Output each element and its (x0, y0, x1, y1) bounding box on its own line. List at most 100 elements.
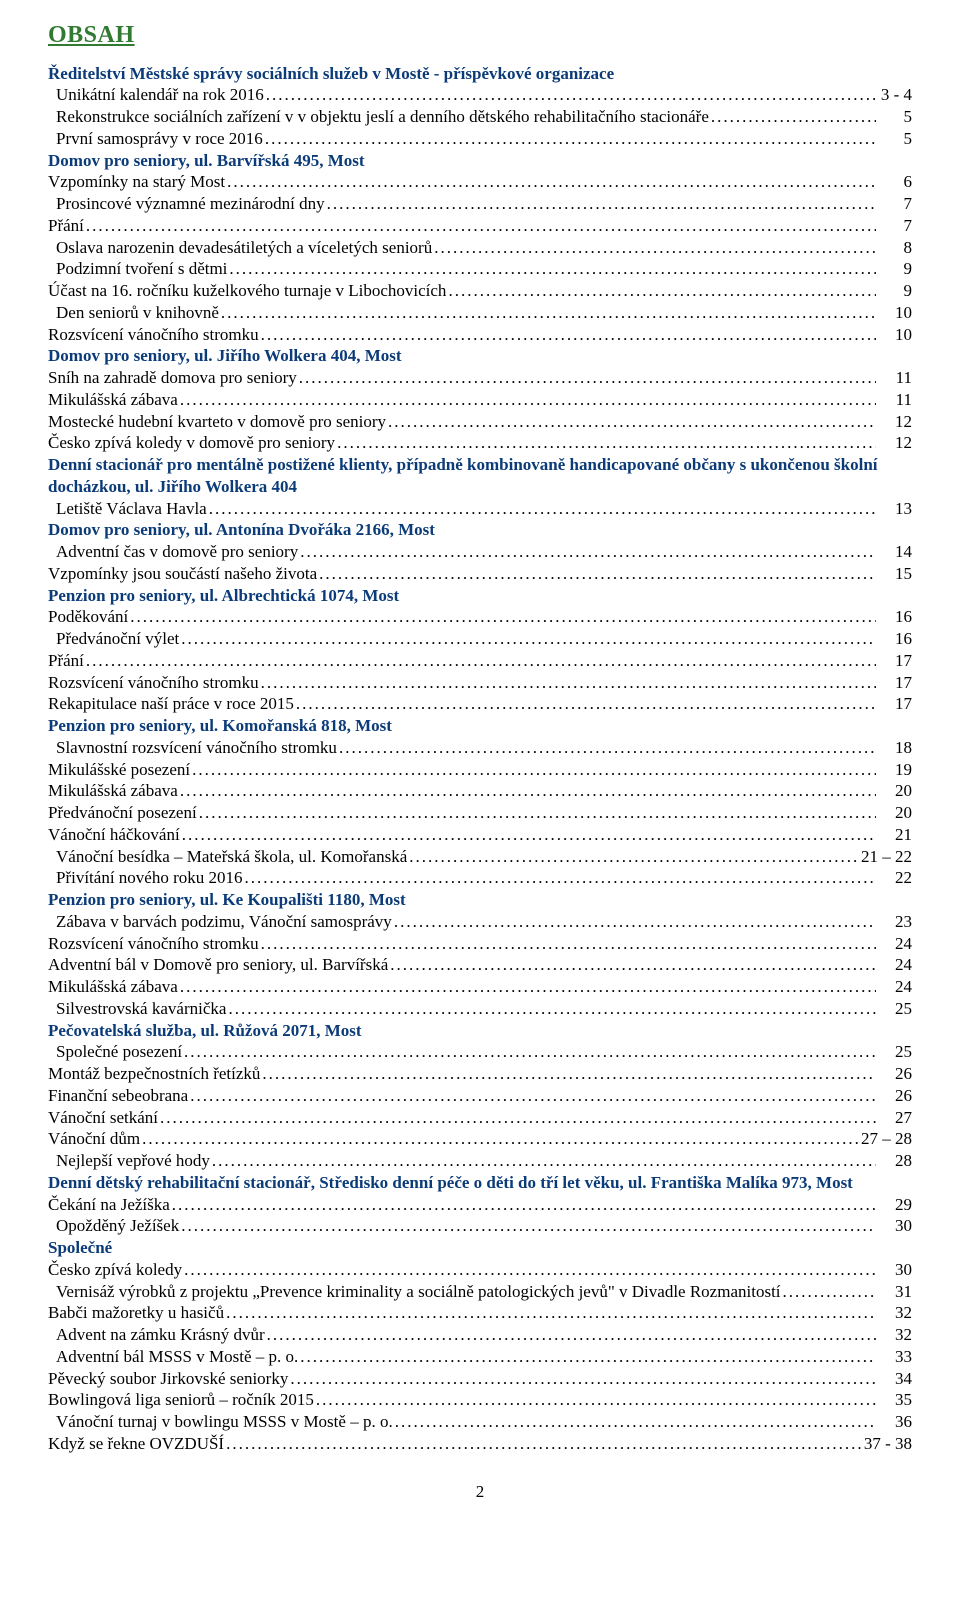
toc-entry-page: 23 (878, 911, 912, 933)
toc-dot-leader (86, 215, 876, 237)
toc-dot-leader (300, 1346, 876, 1368)
toc-entry-page: 27 – 28 (861, 1128, 912, 1150)
toc-entry: Sníh na zahradě domova pro seniory11 (48, 367, 912, 389)
toc-entry: Adventní bál v Domově pro seniory, ul. B… (48, 954, 912, 976)
toc-dot-leader (130, 606, 876, 628)
toc-entry: Oslava narozenin devadesátiletých a více… (48, 237, 912, 259)
toc-entry-page: 36 (878, 1411, 912, 1433)
toc-entry-page: 11 (878, 389, 912, 411)
toc-entry: Vánoční dům27 – 28 (48, 1128, 912, 1150)
toc-entry-page: 9 (878, 280, 912, 302)
toc-entry: Opožděný Ježíšek30 (48, 1215, 912, 1237)
toc-dot-leader (395, 1411, 876, 1433)
toc-entry-page: 29 (878, 1194, 912, 1216)
toc-entry-page: 17 (878, 650, 912, 672)
toc-entry: Vzpomínky jsou součástí našeho života15 (48, 563, 912, 585)
toc-entry-label: Česko zpívá koledy (48, 1259, 182, 1281)
toc-entry-label: Prosincové významné mezinárodní dny (56, 193, 325, 215)
toc-dot-leader (783, 1281, 876, 1303)
toc-entry-page: 30 (878, 1259, 912, 1281)
toc-entry-page: 20 (878, 780, 912, 802)
toc-entry-label: Přivítání nového roku 2016 (56, 867, 243, 889)
toc-entry: Vzpomínky na starý Most6 (48, 171, 912, 193)
toc-dot-leader (142, 1128, 859, 1150)
toc-dot-leader (227, 171, 876, 193)
toc-section: Penzion pro seniory, ul. Ke Koupališti 1… (48, 889, 912, 1020)
toc-entry-label: Zábava v barvách podzimu, Vánoční samosp… (56, 911, 392, 933)
toc-dot-leader (711, 106, 876, 128)
toc-entry: Rozsvícení vánočního stromku10 (48, 324, 912, 346)
toc-dot-leader (184, 1041, 876, 1063)
toc-entry-page: 3 - 4 (878, 84, 912, 106)
toc-section: Denní dětský rehabilitační stacionář, St… (48, 1172, 912, 1237)
toc-entry: Přání 17 (48, 650, 912, 672)
toc-dot-leader (209, 498, 876, 520)
toc-entry: Unikátní kalendář na rok 20163 - 4 (48, 84, 912, 106)
toc-entry-label: Den seniorů v knihovně (56, 302, 219, 324)
toc-entry-page: 24 (878, 954, 912, 976)
toc-entry-label: Přání (48, 650, 84, 672)
toc-entry-label: Předvánoční výlet (56, 628, 179, 650)
toc-section-heading: Penzion pro seniory, ul. Komořanská 818,… (48, 715, 912, 737)
toc-dot-leader (172, 1194, 876, 1216)
toc-dot-leader (265, 128, 876, 150)
toc-entry-page: 6 (878, 171, 912, 193)
toc-entry: Rekonstrukce sociálních zařízení v v obj… (48, 106, 912, 128)
toc-entry: Finanční sebeobrana26 (48, 1085, 912, 1107)
toc-entry: Rozsvícení vánočního stromku17 (48, 672, 912, 694)
toc-dot-leader (160, 1107, 876, 1129)
toc-entry: Babči mažoretky u hasičů32 (48, 1302, 912, 1324)
toc-entry-page: 24 (878, 933, 912, 955)
toc-entry-page: 35 (878, 1389, 912, 1411)
toc-dot-leader (229, 258, 876, 280)
toc-entry: Bowlingová liga seniorů – ročník 201535 (48, 1389, 912, 1411)
toc-dot-leader (434, 237, 876, 259)
toc-entry: Vánoční setkání27 (48, 1107, 912, 1129)
toc-dot-leader (199, 802, 876, 824)
toc-entry-page: 32 (878, 1302, 912, 1324)
toc-entry-label: Mikulášská zábava (48, 780, 178, 802)
toc-entry-label: Rekapitulace naší práce v roce 2015 (48, 693, 294, 715)
toc-dot-leader (337, 432, 876, 454)
toc-entry: Mikulášské posezení19 (48, 759, 912, 781)
toc-entry-page: 21 (878, 824, 912, 846)
toc-entry-page: 8 (878, 237, 912, 259)
toc-entry: Vánoční háčkování 21 (48, 824, 912, 846)
toc-entry-label: Účast na 16. ročníku kuželkového turnaje… (48, 280, 446, 302)
toc-section-heading: Pečovatelská služba, ul. Růžová 2071, Mo… (48, 1020, 912, 1042)
page-title: OBSAH (48, 20, 912, 51)
toc-entry-label: Vánoční besídka – Mateřská škola, ul. Ko… (56, 846, 407, 868)
toc-dot-leader (86, 650, 876, 672)
toc-section: Penzion pro seniory, ul. Komořanská 818,… (48, 715, 912, 889)
toc-entry: Podzimní tvoření s dětmi9 (48, 258, 912, 280)
toc-entry-page: 5 (878, 106, 912, 128)
toc-section: Ředitelství Městské správy sociálních sl… (48, 63, 912, 150)
toc-entry-page: 25 (878, 1041, 912, 1063)
toc-entry: Čekání na Ježíška29 (48, 1194, 912, 1216)
toc-entry: Společné posezení 25 (48, 1041, 912, 1063)
toc-section: Penzion pro seniory, ul. Albrechtická 10… (48, 585, 912, 716)
toc-entry: Přivítání nového roku 201622 (48, 867, 912, 889)
toc-dot-leader (290, 1368, 876, 1390)
toc-entry-label: Vernisáž výrobků z projektu „Prevence kr… (56, 1281, 781, 1303)
toc-entry: Silvestrovská kavárnička25 (48, 998, 912, 1020)
toc-dot-leader (190, 1085, 876, 1107)
toc-entry: Předvánoční posezení20 (48, 802, 912, 824)
toc-entry: Účast na 16. ročníku kuželkového turnaje… (48, 280, 912, 302)
toc-entry: Poděkování16 (48, 606, 912, 628)
toc-dot-leader (182, 824, 876, 846)
toc-entry: Mikulášská zábava11 (48, 389, 912, 411)
toc-entry-label: Společné posezení (56, 1041, 182, 1063)
toc-entry: Prosincové významné mezinárodní dny7 (48, 193, 912, 215)
toc-entry-page: 16 (878, 606, 912, 628)
toc-entry-label: Montáž bezpečnostních řetízků (48, 1063, 260, 1085)
toc-entry-label: Mostecké hudební kvarteto v domově pro s… (48, 411, 386, 433)
toc-entry-label: Podzimní tvoření s dětmi (56, 258, 227, 280)
toc-entry: Vernisáž výrobků z projektu „Prevence kr… (48, 1281, 912, 1303)
toc-entry-page: 37 - 38 (864, 1433, 912, 1455)
toc-entry-label: Vánoční háčkování (48, 824, 180, 846)
toc-dot-leader (261, 933, 876, 955)
toc-entry-page: 32 (878, 1324, 912, 1346)
toc-dot-leader (245, 867, 876, 889)
toc-entry-label: Silvestrovská kavárnička (56, 998, 226, 1020)
